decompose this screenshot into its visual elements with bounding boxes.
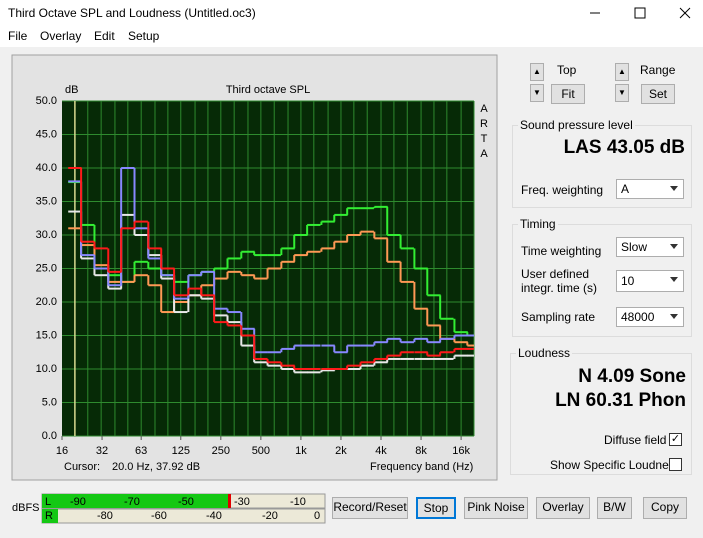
window-title: Third Octave SPL and Loudness (Untitled.… (8, 6, 256, 20)
x-tick-label: 4k (375, 445, 387, 457)
x-tick-label: 8k (415, 445, 427, 457)
menu-item[interactable]: Edit (94, 29, 115, 43)
y-tick-label: 10.0 (36, 363, 57, 375)
x-tick-label: 32 (96, 445, 108, 457)
group-title: Timing (518, 217, 558, 231)
meter-right-level (42, 509, 58, 523)
time-weighting-select[interactable]: Slow (616, 237, 684, 257)
checkbox[interactable] (669, 458, 682, 471)
label: Diffuse field (604, 433, 667, 447)
button[interactable]: Pink Noise (464, 497, 528, 519)
button[interactable]: Stop (416, 497, 456, 519)
up-button[interactable]: ▲ (615, 63, 629, 81)
x-tick-label: 63 (135, 445, 147, 457)
cursor-label: Cursor: (64, 461, 100, 473)
menu-item[interactable]: Overlay (40, 29, 82, 43)
meter-channel: L (45, 496, 51, 508)
meter-channel: R (45, 510, 53, 522)
meter-left-peak (228, 494, 231, 508)
x-tick-label: 500 (252, 445, 270, 457)
button[interactable]: Overlay (536, 497, 590, 519)
checkbox[interactable]: ✓ (669, 433, 682, 446)
label: Sampling rate (521, 310, 596, 324)
x-tick-label: 16 (56, 445, 68, 457)
x-tick-label: 125 (172, 445, 190, 457)
integr-input[interactable]: 10 (616, 270, 684, 292)
weighting-select[interactable]: A (616, 179, 684, 199)
down-button[interactable]: ▼ (615, 84, 629, 102)
meter-scale: -60 (151, 510, 167, 522)
window-controls[interactable] (580, 0, 700, 27)
meter-scale: -80 (97, 510, 113, 522)
label: Range (640, 63, 676, 77)
spl-reading: LAS 43.05 dB (563, 137, 685, 158)
y-tick-label: 30.0 (36, 229, 57, 241)
meter-left-level (42, 494, 230, 508)
y-tick-label: 15.0 (36, 329, 57, 341)
meter-scale: -20 (262, 510, 278, 522)
label: Show Specific Loudness (550, 458, 681, 472)
group-title: Sound pressure level (518, 118, 635, 132)
brand: ARTA (478, 103, 490, 163)
chart-title: Third octave SPL (226, 84, 310, 96)
label: Top (557, 63, 577, 77)
meter-scale: -10 (290, 496, 306, 508)
x-tick-label: 1k (295, 445, 307, 457)
meter-scale: -30 (234, 496, 250, 508)
meter-scale: -40 (206, 510, 222, 522)
y-tick-label: 25.0 (36, 262, 57, 274)
button[interactable]: B/W (597, 497, 632, 519)
meter-scale: 0 (314, 510, 320, 522)
group-title: Loudness (516, 346, 573, 360)
y-tick-label: 45.0 (36, 128, 57, 140)
meter-scale: -90 (70, 496, 86, 508)
meter-scale: -70 (124, 496, 140, 508)
meter-scale: -50 (178, 496, 194, 508)
button[interactable]: Copy (643, 497, 687, 519)
y-tick-label: 35.0 (36, 195, 57, 207)
x-tick-label: 250 (212, 445, 230, 457)
menu-item[interactable]: File (8, 29, 28, 43)
y-tick-label: 5.0 (42, 396, 57, 408)
loudness-n: N 4.09 Sone (578, 366, 686, 387)
meter-right (41, 508, 326, 524)
y-tick-label: 0.0 (42, 430, 57, 442)
x-tick-label: 16k (452, 445, 470, 457)
title-bar (0, 0, 703, 27)
label: Freq. weighting (521, 183, 604, 197)
x-axis-label: Frequency band (Hz) (370, 461, 473, 473)
up-button[interactable]: ▲ (530, 63, 544, 81)
y-tick-label: 40.0 (36, 162, 57, 174)
fit-button[interactable]: Fit (551, 84, 585, 104)
group-box (510, 353, 692, 475)
cursor-value: 20.0 Hz, 37.92 dB (112, 461, 200, 473)
meter-unit: dBFS (12, 502, 40, 514)
loudness-ln: LN 60.31 Phon (555, 390, 686, 411)
menu-item[interactable]: Setup (128, 29, 160, 43)
button[interactable]: Record/Reset (332, 497, 408, 519)
rate-select[interactable]: 48000 (616, 307, 684, 327)
y-tick-label: 20.0 (36, 296, 57, 308)
y-axis-label: dB (65, 84, 78, 96)
label: User defined integr. time (s) (521, 267, 598, 295)
down-button[interactable]: ▼ (530, 84, 544, 102)
y-tick-label: 50.0 (36, 95, 57, 107)
menu-bar (0, 27, 703, 47)
group-box (512, 224, 692, 337)
label: Time weighting (521, 244, 602, 258)
x-tick-label: 2k (335, 445, 347, 457)
set-button[interactable]: Set (641, 84, 675, 104)
